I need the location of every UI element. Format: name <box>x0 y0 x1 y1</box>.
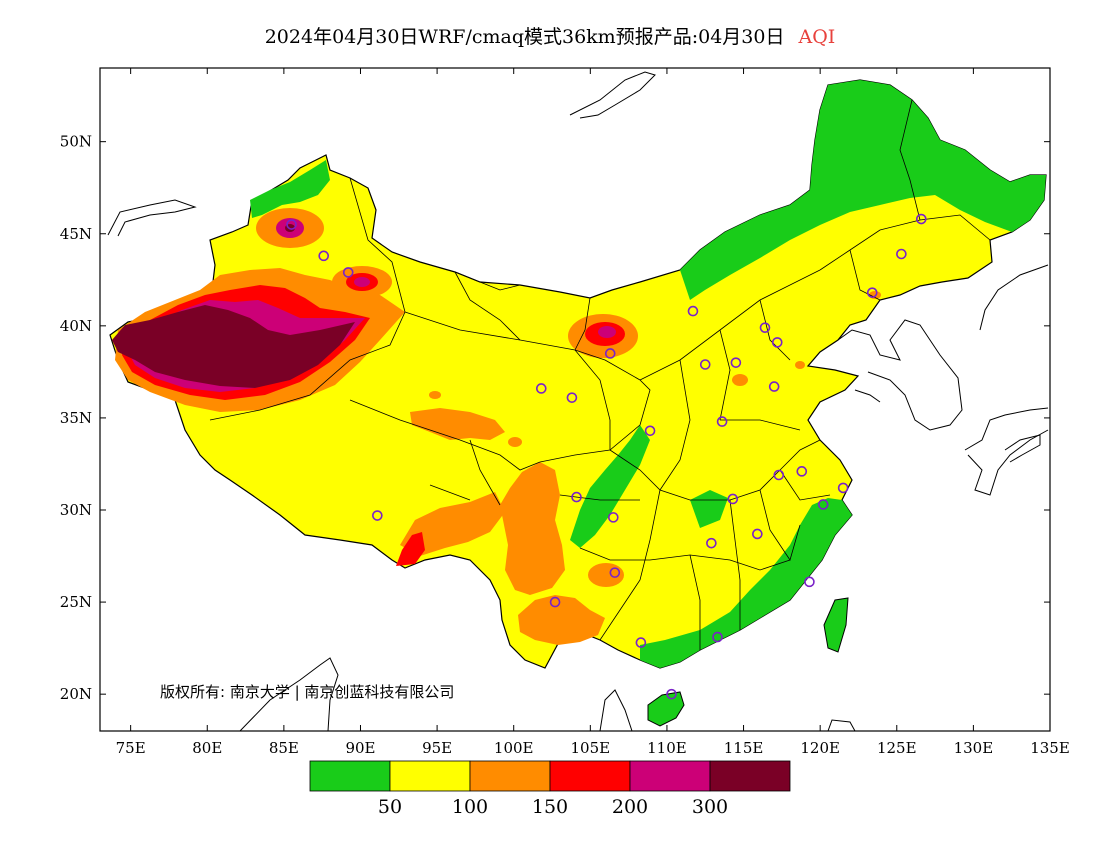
legend-swatch <box>309 760 391 792</box>
map-plot-area: 版权所有: 南京大学 | 南京创蓝科技有限公司 <box>107 71 1049 731</box>
title-variable: AQI <box>798 26 836 48</box>
zone-green-west-hills <box>250 160 330 218</box>
hainan-island <box>647 691 685 727</box>
map-title: 2024年04月30日WRF/cmaq模式36km预报产品:04月30日 AQI <box>0 22 1100 49</box>
zone-orange-speck-3 <box>732 374 748 386</box>
x-tick-label: 75E <box>116 739 146 757</box>
x-tick-label: 115E <box>724 739 764 757</box>
province-boundaries <box>209 99 991 650</box>
y-tick-label: 30N <box>60 501 92 519</box>
legend-swatch <box>549 760 631 792</box>
city-marker <box>712 631 723 643</box>
city-marker <box>687 305 699 317</box>
city-marker <box>566 392 578 403</box>
zone-orange-speck-4 <box>795 361 805 369</box>
city-marker <box>644 425 656 437</box>
city-marker <box>342 267 354 278</box>
zone-magenta-turpan <box>354 277 370 287</box>
zone-orange-tibet-south <box>400 492 505 556</box>
zone-orange-sichuan-west <box>500 462 565 595</box>
legend-swatch <box>629 760 711 792</box>
y-tick-label: 50N <box>60 133 92 151</box>
city-marker <box>604 348 616 359</box>
zone-orange-guizhou <box>588 563 624 587</box>
map-frame <box>99 67 1051 732</box>
title-text: 2024年04月30日WRF/cmaq模式36km预报产品:04月30日 <box>264 26 785 48</box>
city-marker <box>771 337 783 348</box>
x-tick-label: 135E <box>1030 739 1070 757</box>
city-marker <box>535 383 547 394</box>
zone-green-central <box>570 425 650 548</box>
zone-magenta-ordos <box>598 326 616 338</box>
city-marker <box>699 359 711 370</box>
taiwan-island <box>823 597 849 653</box>
city-marker <box>549 596 561 608</box>
y-tick-label: 35N <box>60 409 92 427</box>
city-markers <box>286 213 927 700</box>
x-tick-label: 120E <box>800 739 840 757</box>
zone-orange-qaidam <box>410 408 505 440</box>
zone-green-northeast <box>680 80 1046 300</box>
city-marker <box>730 357 742 368</box>
legend-label: 50 <box>378 796 402 818</box>
aqi-legend: 50 100 150 200 300 <box>309 760 791 818</box>
city-marker <box>372 510 383 521</box>
zone-green-hubei <box>690 490 728 528</box>
city-marker <box>768 381 780 392</box>
x-tick-label: 80E <box>192 739 222 757</box>
y-tick-label: 45N <box>60 225 92 243</box>
legend-label: 100 <box>452 796 488 818</box>
x-tick-label: 100E <box>494 739 534 757</box>
y-tick-label: 20N <box>60 685 92 703</box>
legend-swatch <box>469 760 551 792</box>
x-tick-label: 95E <box>422 739 452 757</box>
city-marker <box>609 567 621 578</box>
city-marker <box>318 250 330 262</box>
city-marker <box>817 499 829 510</box>
x-tick-label: 125E <box>877 739 917 757</box>
legend-label: 200 <box>612 796 648 818</box>
legend-label: 300 <box>692 796 728 818</box>
zone-orange-speck-1 <box>429 391 441 399</box>
legend-label: 150 <box>532 796 568 818</box>
x-tick-label: 85E <box>269 739 299 757</box>
city-marker <box>727 493 739 505</box>
city-marker <box>915 213 927 225</box>
city-marker <box>837 482 849 494</box>
city-marker <box>716 416 728 427</box>
axis-ticks: 75E 80E 85E 90E 95E 100E 105E 110E 115E 120E 125E 1… <box>60 68 1070 757</box>
x-tick-label: 90E <box>345 739 375 757</box>
legend-swatch <box>389 760 471 792</box>
legend-swatch <box>709 760 791 792</box>
city-marker <box>796 466 808 477</box>
zone-orange-yunnan <box>518 595 605 645</box>
city-marker <box>752 528 763 540</box>
city-marker <box>706 537 717 549</box>
city-marker <box>804 576 815 588</box>
city-marker <box>866 287 878 298</box>
y-tick-label: 40N <box>60 317 92 335</box>
zone-maroon-taklimakan <box>112 305 355 388</box>
zone-orange-speck-2 <box>508 437 522 447</box>
y-tick-label: 25N <box>60 593 92 611</box>
neighbour-coastlines <box>107 71 1049 731</box>
zone-green-southeast <box>640 498 852 668</box>
city-marker <box>635 637 647 648</box>
zone-red-tibet-south <box>396 532 425 566</box>
city-marker <box>896 248 907 260</box>
city-marker <box>608 512 619 523</box>
x-tick-label: 105E <box>571 739 611 757</box>
copyright-text: 版权所有: 南京大学 | 南京创蓝科技有限公司 <box>160 683 454 701</box>
city-marker <box>571 491 582 503</box>
city-marker <box>286 219 297 230</box>
city-marker <box>759 322 771 333</box>
x-tick-label: 110E <box>647 739 687 757</box>
city-marker <box>773 469 785 481</box>
city-marker <box>666 688 677 700</box>
x-tick-label: 130E <box>954 739 994 757</box>
